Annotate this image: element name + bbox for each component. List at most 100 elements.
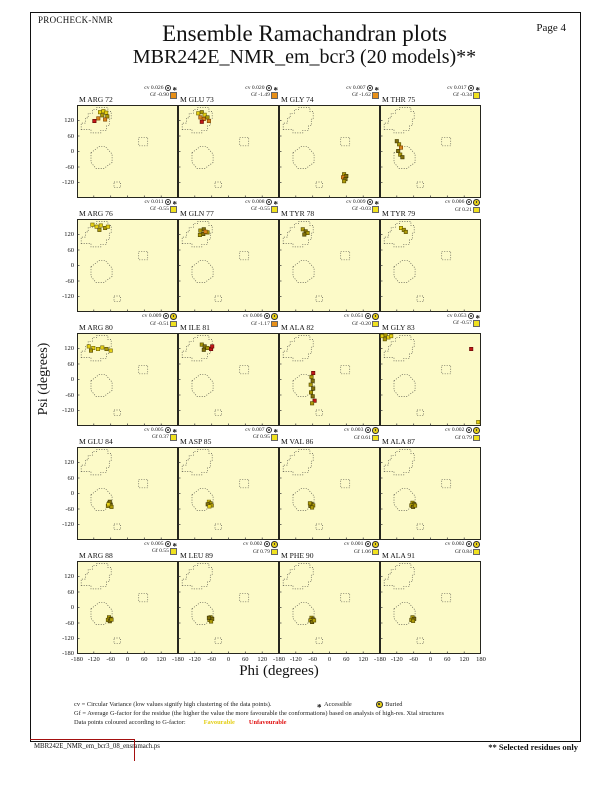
x-tick-label: 0 (125, 656, 130, 663)
footer-note: ** Selected residues only (488, 742, 578, 752)
y-tick-label: -60 (65, 391, 74, 399)
region-bottom (416, 181, 424, 189)
residue-label: M GLN 77 (180, 209, 214, 218)
filename-box (30, 739, 135, 761)
plot-stats: cv 0.007 * Gf 0.95 (245, 427, 278, 441)
cv-line: cv 0.002 (445, 541, 480, 548)
ramachandran-plot (178, 219, 279, 312)
data-point (389, 334, 394, 339)
data-point (105, 114, 110, 119)
plot-header: M ASP 85 cv 0.007 * Gf 0.95 (178, 426, 279, 447)
plot-stats: cv 0.017 * Gf -0.34 (447, 85, 480, 99)
region-alpha (90, 373, 113, 397)
data-point (105, 224, 110, 229)
cv-value: cv 0.009 (142, 313, 162, 320)
y-tick-label: 120 (64, 117, 74, 124)
gf-square-icon (271, 92, 278, 99)
residue-label: M GLU 73 (180, 95, 214, 104)
cv-line: cv 0.003 (344, 427, 379, 434)
gf-line: Gf -0.55 (251, 206, 278, 213)
region-lalpha (138, 136, 149, 147)
y-tick-label: -120 (62, 521, 74, 528)
cv-value: cv 0.017 (447, 85, 467, 91)
plot-header: M ALA 91 cv 0.002 Gf 0.84 (380, 540, 481, 561)
plot-area (178, 105, 279, 198)
data-point (202, 112, 207, 117)
marker-circle-icon (165, 85, 171, 91)
data-point (310, 378, 315, 383)
gf-line: Gf -1.62 (352, 92, 379, 99)
residue-label: M ARG 72 (79, 95, 113, 104)
gf-line: Gf -0.34 (453, 92, 480, 99)
plot-area (279, 561, 380, 654)
gf-square-icon (372, 548, 379, 556)
marker-circle-icon (266, 85, 272, 91)
gf-value: Gf -0.20 (351, 320, 371, 327)
data-point (97, 227, 102, 232)
y-tick-label: 0 (70, 376, 74, 383)
data-point (89, 348, 94, 353)
data-point (198, 115, 203, 120)
data-point (398, 145, 403, 150)
data-point (108, 348, 113, 353)
data-point (209, 619, 214, 624)
region-bottom (416, 637, 424, 645)
accessible-icon: * (172, 427, 178, 438)
plot-area (380, 333, 481, 426)
region-bottom (315, 409, 323, 417)
data-point (383, 333, 388, 338)
data-point (300, 227, 305, 232)
region-lalpha (239, 478, 250, 489)
region-beta (181, 221, 213, 248)
gf-value: Gf 0.55 (151, 548, 169, 555)
plot-area (380, 105, 481, 198)
gf-value: Gf -0.57 (452, 320, 472, 327)
plot-header: M VAL 86 cv 0.003 Gf 0.61 (279, 426, 380, 447)
data-point (94, 224, 99, 229)
plot-header: M TYR 78 cv 0.009 * Gf -0.03 (279, 198, 380, 219)
marker-circle-icon (165, 199, 171, 205)
gf-value: Gf -0.34 (452, 92, 472, 99)
plot-area (279, 333, 380, 426)
region-bottom (214, 409, 222, 417)
plot-stats: cv 0.011 * Gf -0.55 (144, 199, 177, 213)
x-tick-label: -120 (390, 656, 403, 663)
y-tick-label: 60 (67, 246, 75, 254)
plot-stats: cv 0.006 Gf 0.21 (445, 199, 480, 214)
data-point (305, 231, 310, 236)
gf-square-icon (473, 320, 480, 327)
gf-value: Gf 0.84 (454, 548, 472, 555)
buried-icon (473, 427, 480, 434)
plot-header: M PHE 90 cv 0.001 Gf 1.06 (279, 540, 380, 561)
gf-square-icon (372, 434, 379, 442)
accessible-icon: * (172, 541, 178, 552)
data-point (312, 398, 317, 403)
region-bottom (113, 409, 121, 417)
plot-stats: cv 0.002 Gf 0.84 (445, 541, 480, 556)
data-point (199, 119, 204, 124)
plot-header: M GLU 84 cv 0.005 * Gf 0.37 (77, 426, 178, 447)
region-bottom (416, 523, 424, 531)
ramachandran-plot (380, 219, 481, 312)
data-point (100, 345, 105, 350)
y-tick-label: 60 (67, 132, 75, 140)
data-point (206, 119, 211, 124)
plot-header: M ALA 87 cv 0.002 Gf 0.79 (380, 426, 481, 447)
data-point (382, 337, 387, 342)
region-alpha (393, 259, 416, 283)
residue-label: M GLY 83 (382, 323, 415, 332)
region-bottom (113, 523, 121, 531)
region-beta (383, 335, 415, 362)
data-point (86, 344, 91, 349)
cv-line: cv 0.020 * (245, 85, 278, 95)
gf-line: Gf -0.51 (150, 320, 177, 328)
data-point (203, 229, 208, 234)
legend-line-cv: cv = Circular Variance (low values signi… (74, 701, 403, 713)
plot-header: M THR 75 cv 0.017 * Gf -0.34 (380, 84, 481, 105)
x-tick-label: 60 (242, 656, 249, 663)
y-tick-label: 120 (64, 573, 74, 580)
plot-area (279, 105, 380, 198)
marker-circle-icon (465, 541, 472, 548)
gf-square-icon (271, 320, 278, 328)
plot-stats: cv 0.053 * Gf -0.57 (447, 313, 480, 327)
